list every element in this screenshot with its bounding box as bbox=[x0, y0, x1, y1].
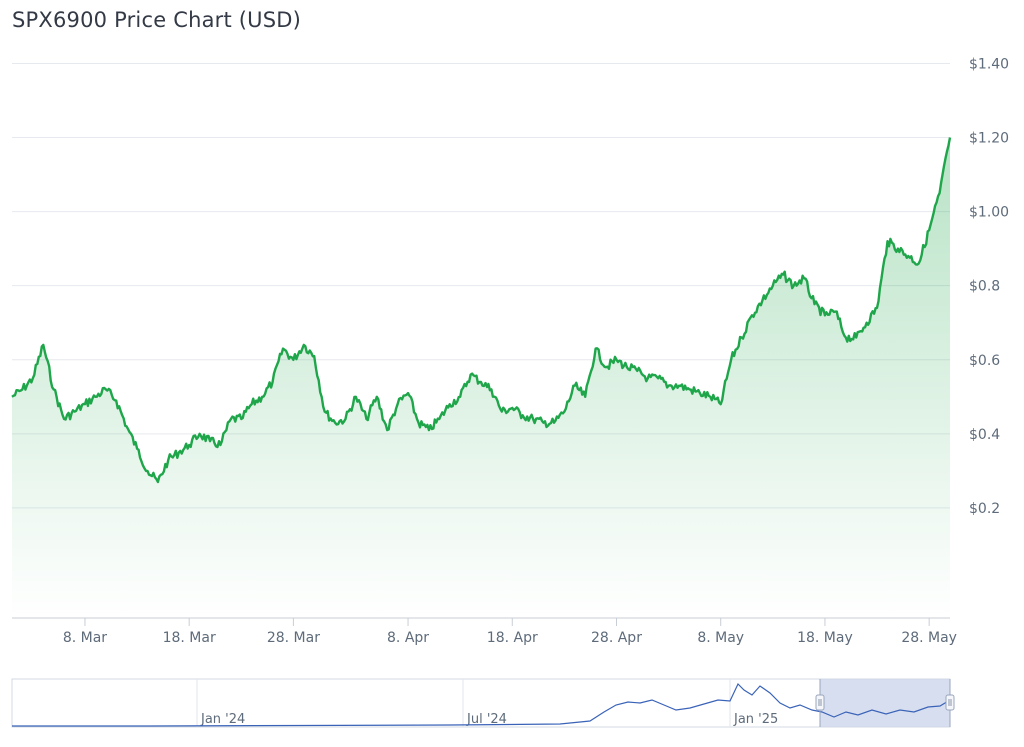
x-tick-label: 8. Apr bbox=[387, 630, 429, 646]
x-tick-label: 28. Apr bbox=[591, 630, 642, 646]
y-tick-label: $0.4 bbox=[969, 427, 1000, 443]
y-tick-label: $1.20 bbox=[969, 131, 1009, 147]
x-axis: 8. Mar 18. Mar 28. Mar 8. Apr 18. Apr 28. Apr… bbox=[12, 617, 957, 646]
x-tick-label: 18. May bbox=[797, 630, 853, 646]
y-tick-label: $1.40 bbox=[969, 56, 1009, 72]
y-tick-label: $0.2 bbox=[969, 501, 1000, 517]
chart-title: SPX6900 Price Chart (USD) bbox=[12, 8, 302, 32]
navigator-tick-label: Jan '24 bbox=[200, 712, 245, 727]
x-tick-label: 28. May bbox=[901, 630, 957, 646]
x-tick-label: 28. Mar bbox=[267, 630, 320, 646]
x-tick-label: 8. Mar bbox=[63, 630, 107, 646]
y-axis-ticks: $1.40 $1.20 $1.00 $0.8 $0.6 $0.4 $0.2 bbox=[969, 56, 1009, 516]
y-tick-label: $1.00 bbox=[969, 205, 1009, 221]
y-tick-label: $0.8 bbox=[969, 279, 1000, 295]
navigator-tick-label: Jul '24 bbox=[466, 712, 507, 727]
navigator[interactable]: Jan '24 Jul '24 Jan '25 bbox=[11, 678, 955, 728]
x-tick-label: 18. Mar bbox=[163, 630, 216, 646]
series-group[interactable] bbox=[11, 137, 952, 618]
navigator-handle[interactable] bbox=[815, 694, 825, 711]
x-tick-label: 8. May bbox=[697, 630, 744, 646]
x-tick-label: 18. Apr bbox=[487, 630, 538, 646]
navigator-selection[interactable] bbox=[820, 679, 950, 727]
y-tick-label: $0.6 bbox=[969, 353, 1000, 369]
price-area bbox=[12, 137, 950, 618]
navigator-handle[interactable] bbox=[945, 694, 955, 711]
navigator-line bbox=[12, 682, 951, 727]
navigator-tick-label: Jan '25 bbox=[733, 712, 778, 727]
